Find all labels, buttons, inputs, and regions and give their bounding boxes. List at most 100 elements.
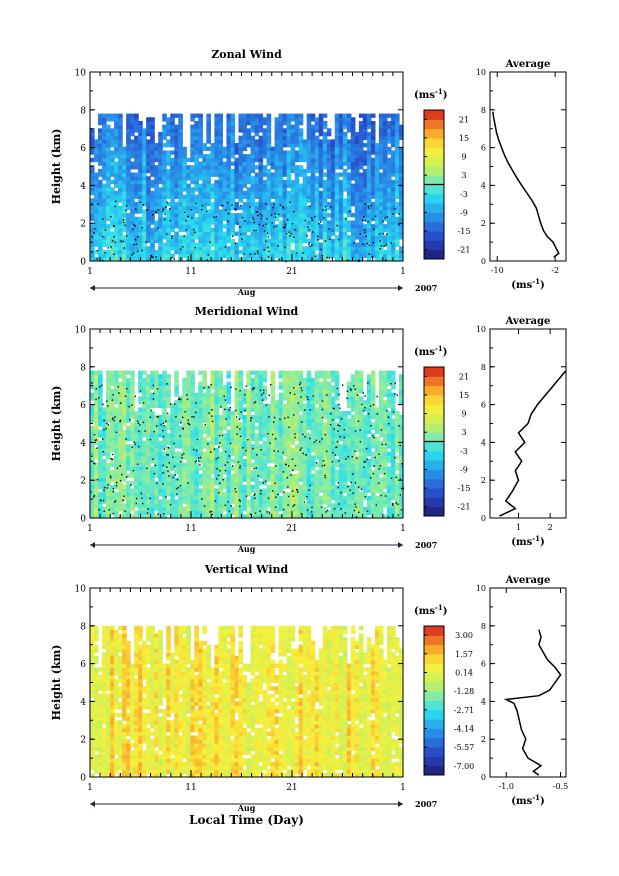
heatmap-cell [110,429,115,434]
heatmap-cell [154,447,159,453]
heatmap-cell [110,396,115,401]
heatmap-cell [146,440,151,445]
heatmap-cell [186,451,191,456]
heatmap-cell [134,190,139,196]
heatmap-cell [362,235,368,240]
heatmap-cell [354,235,360,240]
heatmap-cell [266,257,272,262]
heatmap-cell [210,396,215,401]
heatmap-cell [210,510,215,515]
heatmap-cell [90,499,95,504]
heatmap-cell [162,198,167,203]
heatmap-cell [270,414,276,420]
heatmap-cell [330,213,336,218]
heatmap-cell [138,381,143,386]
heatmap-cell [270,194,276,199]
heatmap-cell [114,117,119,122]
heatmap-cell [166,436,171,442]
heatmap-cell [226,444,232,449]
heatmap-cell [134,477,139,482]
heatmap-cell [198,213,203,218]
heatmap-cell [190,385,195,390]
heatmap-cell [130,470,135,475]
heatmap-cell [214,168,220,174]
contour-dot [277,245,279,247]
heatmap-cell [110,477,115,482]
heatmap-cell [226,414,232,420]
heatmap-cell [238,429,244,434]
heatmap-cell [106,455,111,460]
heatmap-cell [134,235,139,240]
heatmap-cell [142,414,147,420]
heatmap-cell [98,205,103,211]
heatmap-cell [278,205,284,211]
heatmap-cell [306,120,312,126]
heatmap-cell [270,176,276,181]
heatmap-cell [266,242,272,247]
heatmap-cell [98,224,103,229]
heatmap-cell [202,235,207,240]
heatmap-cell [134,414,139,420]
heatmap-cell [126,235,131,240]
heatmap-cell [250,484,256,490]
heatmap-cell [202,205,207,211]
heatmap-cell [122,451,127,456]
contour-dot [120,240,122,242]
heatmap-cell [102,499,107,504]
heatmap-cell [266,154,272,159]
heatmap-cell [122,209,127,214]
heatmap-cell [374,227,380,233]
heatmap-cell [122,377,127,383]
heatmap-cell [366,257,372,262]
heatmap-cell [390,179,396,185]
heatmap-cell [262,120,268,126]
heatmap-cell [102,154,107,159]
heatmap-cell [190,202,195,207]
heatmap-cell [290,117,296,122]
heatmap-cell [238,503,244,508]
heatmap-cell [330,172,336,177]
heatmap-cell [342,132,348,137]
month-arrow-head [90,285,95,291]
heatmap-cell [242,213,248,218]
colorbar-tick-label: -15 [458,227,471,236]
heatmap-cell [134,124,139,129]
heatmap-cell [214,459,220,464]
heatmap-cell [134,514,139,519]
heatmap-cell [270,433,276,438]
heatmap-cell [154,202,159,207]
heatmap-cell [218,377,224,383]
heatmap-cell [146,154,151,159]
heatmap-cell [238,455,244,460]
heatmap-cell [162,411,167,416]
heatmap-cell [258,407,264,412]
heatmap-cell [110,503,115,508]
heatmap-cell [330,146,336,152]
heatmap-cell [330,154,336,159]
heatmap-cell [202,411,207,416]
heatmap-cell [134,481,139,486]
heatmap-cell [190,150,195,155]
heatmap-cell [250,385,256,390]
heatmap-cell [294,157,300,163]
heatmap-cell [170,124,175,129]
heatmap-cell [134,135,139,140]
contour-dot [328,257,331,259]
heatmap-cell [238,495,244,501]
heatmap-cell [262,128,268,133]
heatmap-cell [142,257,147,262]
heatmap-cell [242,154,248,159]
heatmap-cell [138,506,143,512]
heatmap-cell [166,209,171,214]
heatmap-cell [126,414,131,420]
heatmap-cell [122,389,127,394]
heatmap-cell [154,249,159,255]
heatmap-cell [126,418,131,423]
heatmap-cell [378,154,384,159]
heatmap-cell [354,202,360,207]
heatmap-cell [134,183,139,188]
heatmap-cell [354,157,360,163]
heatmap-cell [302,238,308,244]
heatmap-cell [186,202,191,207]
heatmap-cell [226,176,232,181]
